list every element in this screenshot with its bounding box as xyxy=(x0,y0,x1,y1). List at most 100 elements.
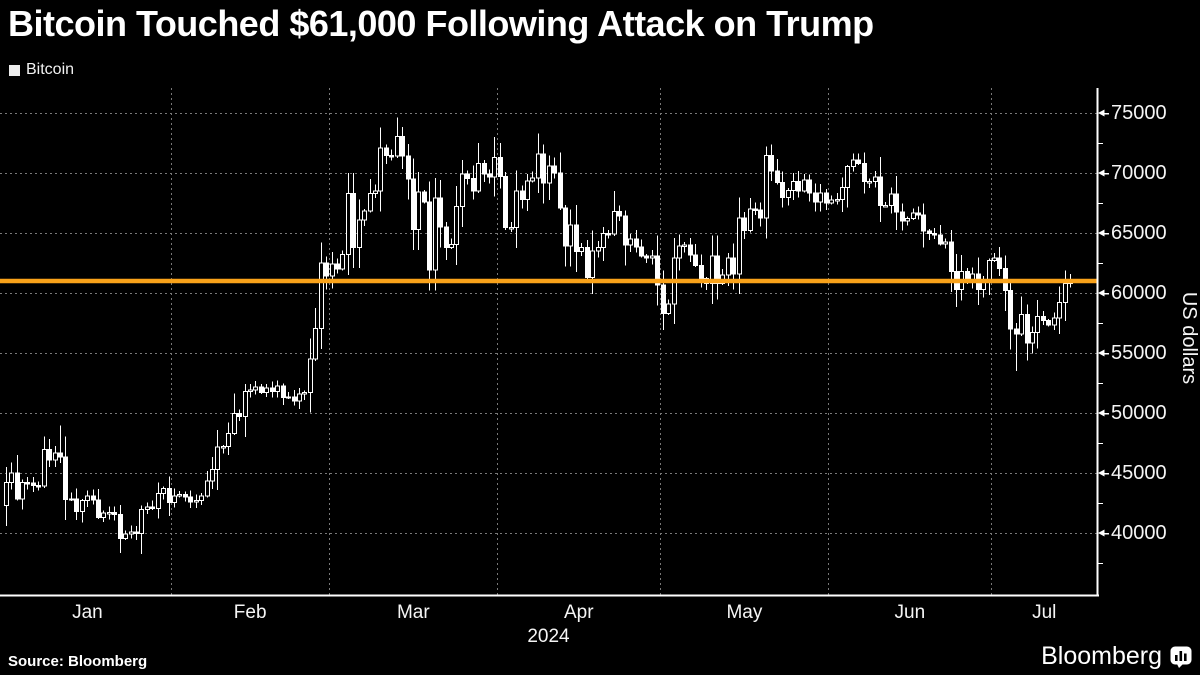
candle-body xyxy=(15,472,20,500)
candle-body xyxy=(378,147,383,192)
candle-body xyxy=(775,170,780,184)
candle-body xyxy=(873,176,878,182)
candle-body xyxy=(623,215,628,246)
candle-body xyxy=(520,190,525,200)
candle-body xyxy=(264,387,269,394)
candle-body xyxy=(58,452,63,458)
candle-body xyxy=(449,243,454,248)
candle-body xyxy=(259,386,264,394)
candle-body xyxy=(894,193,899,213)
candle-body xyxy=(731,257,736,275)
candle-body xyxy=(596,246,601,252)
candle-body xyxy=(514,190,519,229)
candle-body xyxy=(617,210,622,217)
candle-body xyxy=(91,495,96,501)
candle-body xyxy=(1008,290,1013,330)
candle-body xyxy=(270,387,275,392)
candle-body xyxy=(612,210,617,235)
y-tick-arrow xyxy=(1098,229,1105,237)
candle-body xyxy=(802,179,807,192)
candle-body xyxy=(851,159,856,167)
source-attribution: Source: Bloomberg xyxy=(8,653,148,670)
candle-body xyxy=(199,495,204,502)
candle-body xyxy=(835,198,840,202)
candle-body xyxy=(530,177,535,182)
candle-body xyxy=(536,153,541,179)
candle-body xyxy=(406,155,411,180)
y-tick-label: 65000 xyxy=(1111,222,1167,244)
candle-body xyxy=(878,176,883,206)
candle-body xyxy=(921,214,926,232)
candle-body xyxy=(302,392,307,395)
candle-body xyxy=(498,156,503,178)
candle-body xyxy=(856,159,861,164)
candle-body xyxy=(1063,282,1068,304)
candle-body xyxy=(80,500,85,512)
candle-body xyxy=(357,219,362,248)
candle-body xyxy=(47,449,52,461)
candle-body xyxy=(764,155,769,219)
candle-body xyxy=(1025,314,1030,344)
candle-body xyxy=(460,173,465,208)
chart-title: Bitcoin Touched $61,000 Following Attack… xyxy=(8,3,874,44)
candle-body xyxy=(31,482,36,487)
year-label: 2024 xyxy=(527,626,570,647)
y-tick-arrow xyxy=(1098,529,1105,537)
candle-body xyxy=(248,389,253,393)
candle-body xyxy=(943,241,948,245)
candle-body xyxy=(492,156,497,178)
candle-body xyxy=(1041,315,1046,322)
candle-body xyxy=(476,162,481,192)
candle-body xyxy=(503,176,508,229)
candle-body xyxy=(482,162,487,175)
candle-body xyxy=(243,390,248,418)
y-tick-arrow xyxy=(1098,169,1105,177)
candle-body xyxy=(129,531,134,535)
bloomberg-chart-icon xyxy=(1170,646,1192,668)
candle-body xyxy=(297,393,302,402)
candle-body xyxy=(742,217,747,232)
candle-body xyxy=(123,533,128,539)
legend-swatch-icon xyxy=(9,64,20,76)
month-label: Jun xyxy=(895,602,926,623)
candle-body xyxy=(769,155,774,172)
candle-body xyxy=(42,449,47,487)
candle-body xyxy=(74,498,79,512)
candle-body xyxy=(335,263,340,270)
candle-body xyxy=(9,472,14,484)
candle-body xyxy=(574,224,579,253)
candle-body xyxy=(286,396,291,399)
candle-body xyxy=(661,284,666,314)
candle-body xyxy=(753,208,758,211)
y-tick-arrow xyxy=(1098,409,1105,417)
y-tick-arrow xyxy=(1098,289,1105,297)
y-tick-label: 50000 xyxy=(1111,402,1167,424)
candle-body xyxy=(96,499,101,518)
candle-body xyxy=(525,180,530,200)
candle-body xyxy=(558,172,563,209)
candle-body xyxy=(292,396,297,402)
candle-body xyxy=(101,512,106,518)
candle-body xyxy=(118,513,123,539)
candle-body xyxy=(107,512,112,515)
month-label: May xyxy=(726,602,762,623)
candle-body xyxy=(710,255,715,284)
candle-body xyxy=(384,147,389,157)
y-tick-arrow xyxy=(1098,349,1105,357)
candle-body xyxy=(737,217,742,275)
candle-body xyxy=(471,177,476,192)
candle-body xyxy=(862,162,867,182)
candle-body xyxy=(552,165,557,174)
candle-body xyxy=(346,192,351,256)
candle-body xyxy=(644,255,649,259)
candle-body xyxy=(634,238,639,248)
candle-body xyxy=(786,189,791,199)
candle-body xyxy=(53,452,58,461)
candle-body xyxy=(25,482,30,485)
candle-body xyxy=(650,255,655,259)
candle-body xyxy=(389,155,394,158)
candle-body xyxy=(1046,320,1051,326)
candle-body xyxy=(905,218,910,222)
candle-body xyxy=(221,446,226,449)
